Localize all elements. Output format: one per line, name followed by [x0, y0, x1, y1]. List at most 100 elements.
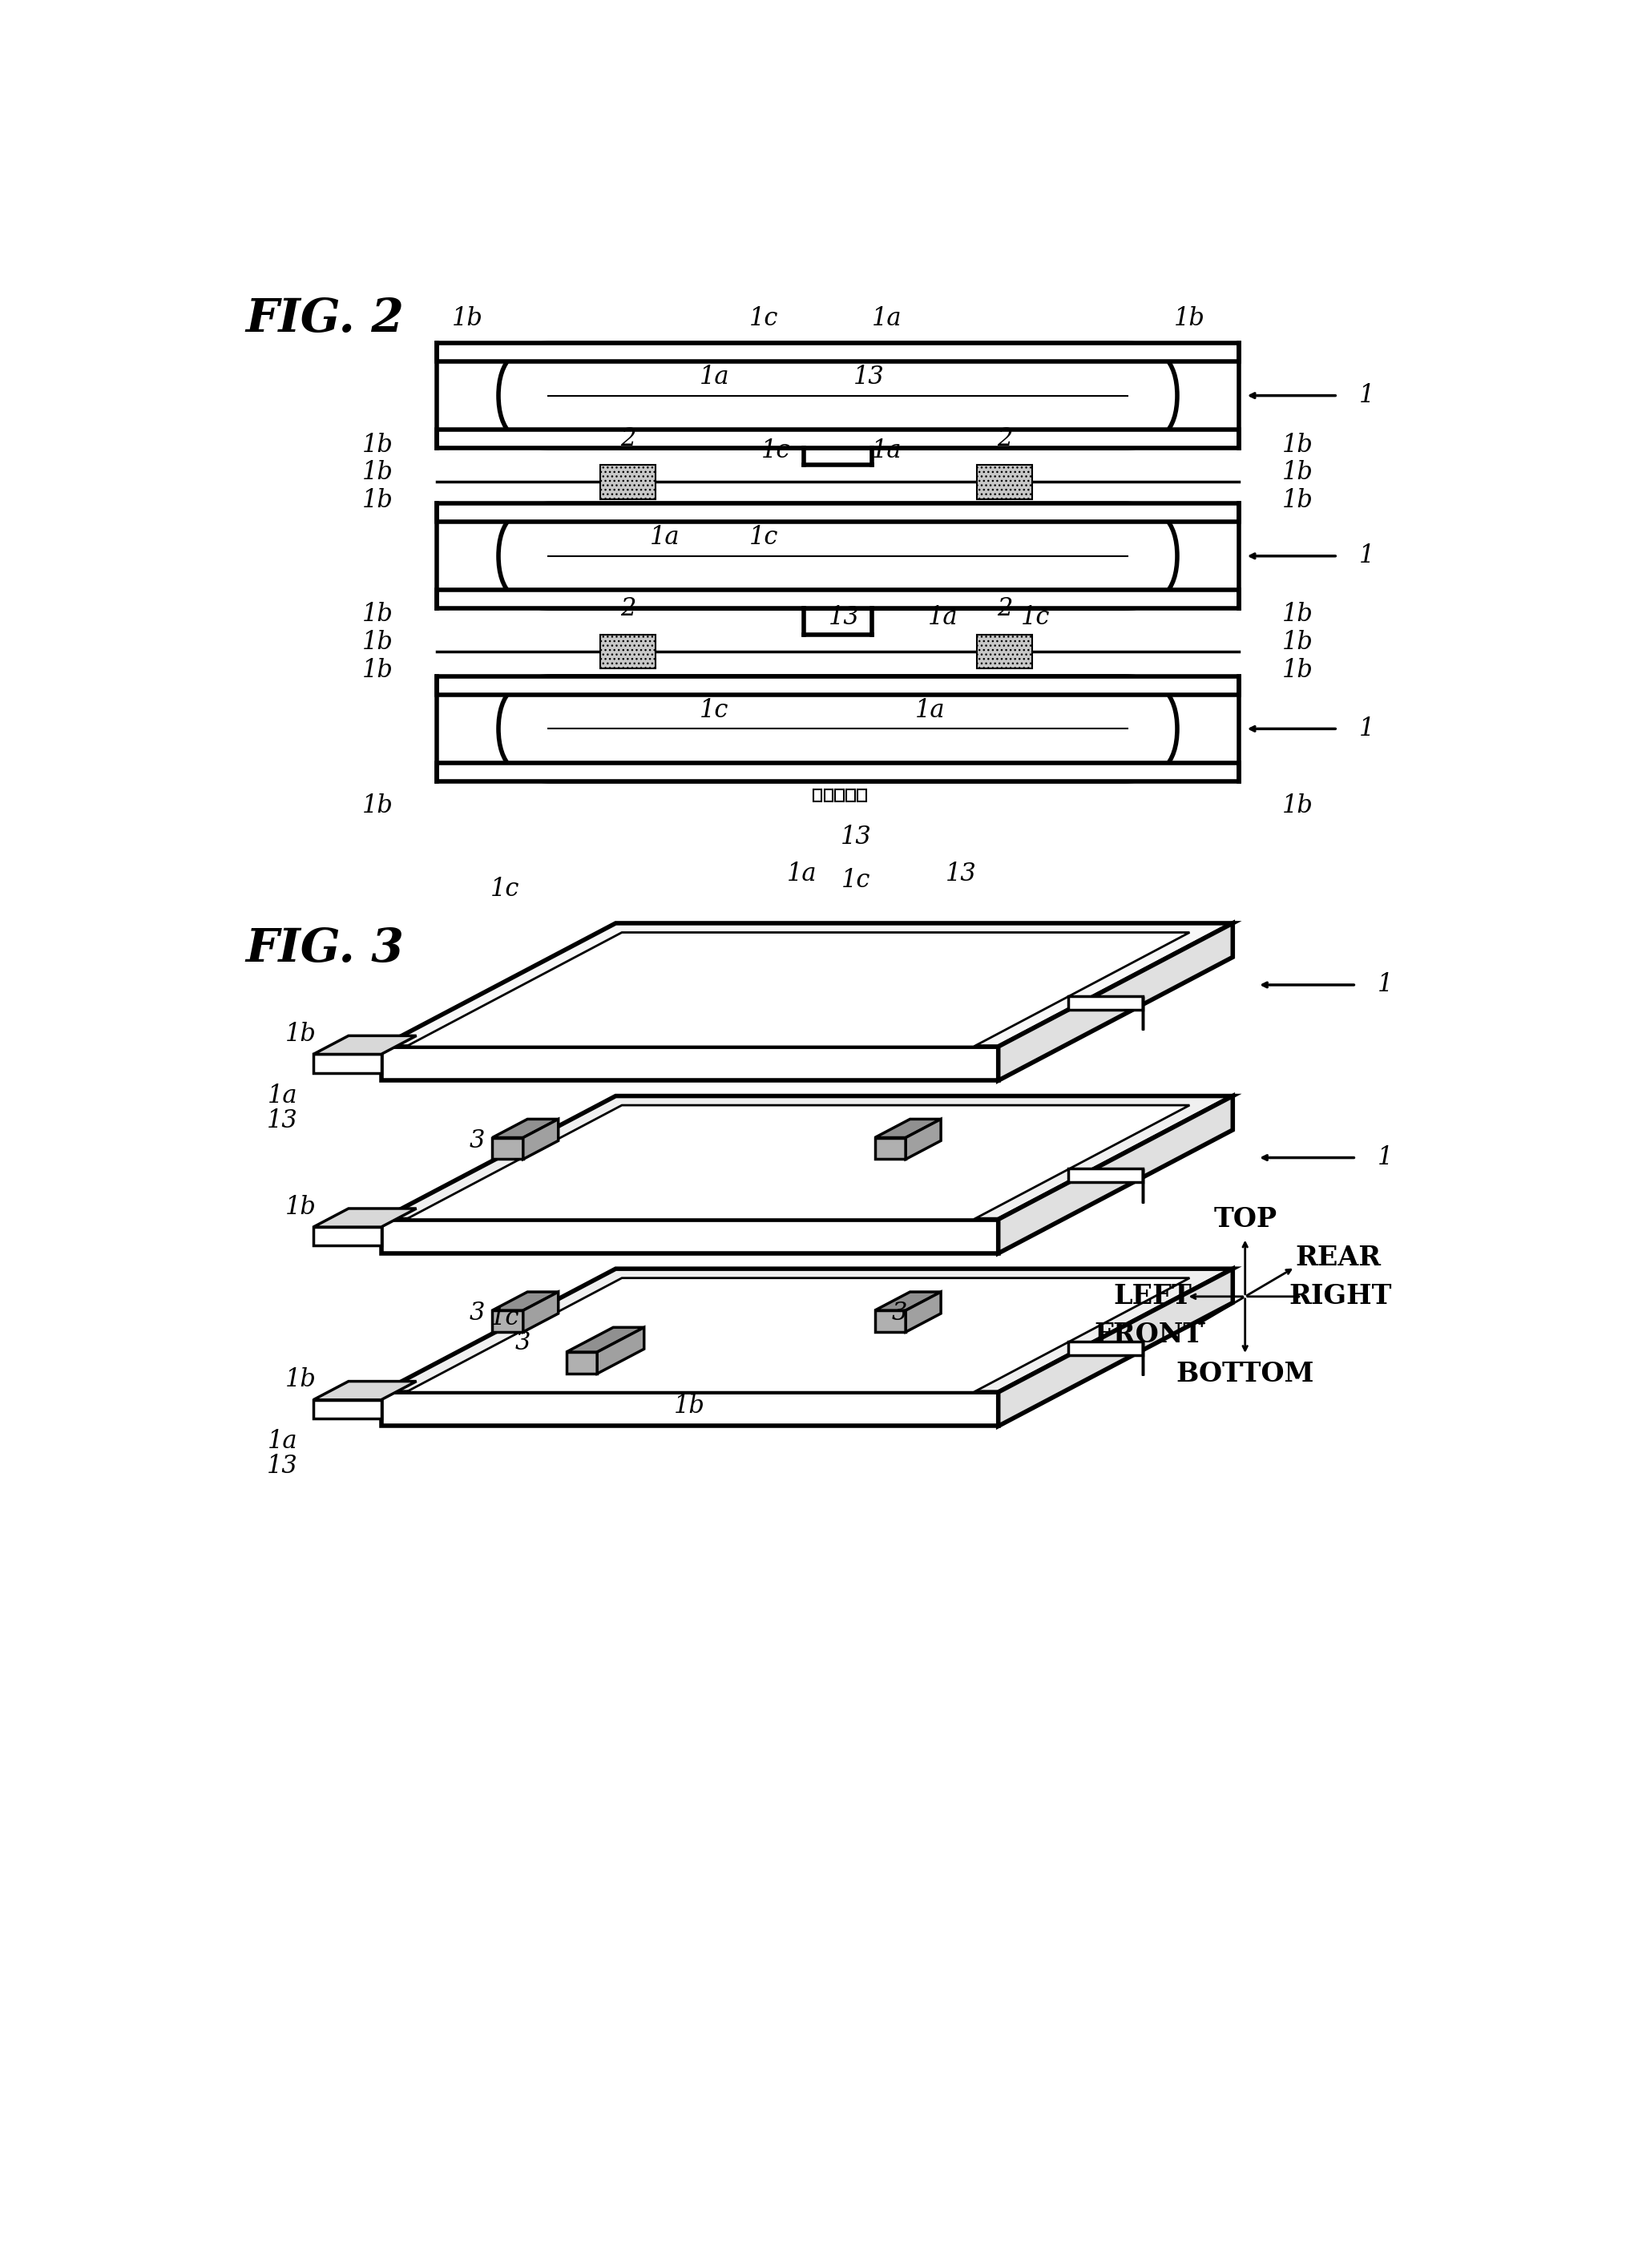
Text: 3: 3	[469, 1127, 484, 1152]
Text: 1b: 1b	[286, 1195, 317, 1220]
Text: TOP: TOP	[1212, 1207, 1276, 1232]
Bar	[436, 503, 1239, 522]
Polygon shape	[874, 1118, 941, 1139]
Bar	[975, 635, 1031, 669]
Bar	[436, 429, 1239, 449]
Polygon shape	[405, 1105, 1190, 1220]
Text: 1a: 1a	[650, 526, 680, 549]
Text: 3: 3	[891, 1127, 907, 1152]
Text: 1b: 1b	[363, 460, 394, 485]
Bar	[858, 789, 866, 801]
Text: FIG. 2: FIG. 2	[245, 297, 404, 342]
Text: 13: 13	[828, 606, 859, 631]
Polygon shape	[314, 1381, 417, 1399]
Text: 1a: 1a	[915, 699, 944, 723]
Text: FIG. 3: FIG. 3	[245, 925, 404, 971]
Polygon shape	[314, 1399, 381, 1418]
Text: 13: 13	[266, 1109, 297, 1134]
Polygon shape	[998, 923, 1232, 1080]
Polygon shape	[381, 1220, 998, 1254]
Text: 1b: 1b	[363, 794, 394, 819]
Polygon shape	[492, 1293, 559, 1311]
Text: 2: 2	[619, 596, 636, 621]
Text: 1a: 1a	[268, 1084, 297, 1109]
Text: 13: 13	[840, 823, 871, 848]
Polygon shape	[492, 1118, 559, 1139]
Polygon shape	[998, 1268, 1232, 1427]
Bar	[600, 635, 655, 669]
FancyBboxPatch shape	[498, 676, 1176, 780]
Bar	[600, 465, 655, 499]
Text: 1c: 1c	[842, 869, 871, 891]
Polygon shape	[1069, 1343, 1142, 1356]
Text: 1: 1	[1358, 383, 1374, 408]
Polygon shape	[381, 1393, 998, 1427]
Text: 13: 13	[266, 1454, 297, 1479]
Text: LEFT: LEFT	[1113, 1284, 1191, 1309]
Text: 1c: 1c	[761, 438, 791, 463]
Bar	[835, 789, 843, 801]
Polygon shape	[998, 1095, 1232, 1254]
Text: 1: 1	[1377, 1145, 1392, 1170]
Text: FRONT: FRONT	[1093, 1322, 1203, 1347]
Text: 1b: 1b	[286, 1023, 317, 1048]
Text: 1: 1	[1358, 717, 1374, 742]
Bar	[436, 342, 1239, 361]
Polygon shape	[874, 1311, 905, 1331]
Text: 3: 3	[891, 1302, 907, 1327]
Bar	[436, 676, 1239, 694]
Polygon shape	[492, 1139, 523, 1159]
Polygon shape	[523, 1293, 559, 1331]
Text: 1b: 1b	[286, 1368, 317, 1393]
Text: 13: 13	[891, 1050, 922, 1075]
Text: 1: 1	[1358, 544, 1374, 569]
Polygon shape	[874, 1139, 905, 1159]
Bar	[812, 789, 822, 801]
Polygon shape	[492, 1311, 523, 1331]
Polygon shape	[523, 1118, 559, 1159]
Text: 1a: 1a	[926, 606, 958, 631]
Polygon shape	[381, 1095, 1232, 1220]
Bar	[436, 590, 1239, 608]
Text: 1b: 1b	[1281, 658, 1312, 683]
Text: 1c: 1c	[490, 878, 520, 903]
Text: 13: 13	[853, 365, 884, 390]
Polygon shape	[405, 932, 1190, 1046]
Text: 1b: 1b	[1281, 603, 1312, 626]
Text: 1b: 1b	[453, 306, 484, 331]
Text: 1a: 1a	[699, 365, 729, 390]
Text: 1a: 1a	[757, 1052, 786, 1077]
Polygon shape	[381, 923, 1232, 1046]
Text: 1b: 1b	[363, 488, 394, 513]
Polygon shape	[565, 1327, 644, 1352]
Bar	[975, 465, 1031, 499]
Bar	[846, 789, 855, 801]
Text: 3: 3	[469, 1302, 484, 1327]
Text: 1a: 1a	[268, 1429, 297, 1454]
Text: 1c: 1c	[446, 1059, 475, 1084]
Text: 1b: 1b	[1281, 794, 1312, 819]
Text: 1a: 1a	[873, 306, 902, 331]
FancyBboxPatch shape	[498, 503, 1176, 608]
Text: RIGHT: RIGHT	[1289, 1284, 1392, 1309]
Text: 1b: 1b	[363, 658, 394, 683]
Polygon shape	[874, 1293, 941, 1311]
Polygon shape	[1069, 996, 1142, 1009]
Polygon shape	[314, 1055, 381, 1073]
Text: 1c: 1c	[1020, 606, 1049, 631]
Bar	[436, 762, 1239, 780]
Text: 1b: 1b	[1281, 460, 1312, 485]
Text: 1c: 1c	[490, 1306, 520, 1331]
Text: 1b: 1b	[363, 603, 394, 626]
Text: 1b: 1b	[673, 1048, 704, 1073]
Polygon shape	[314, 1227, 381, 1245]
Polygon shape	[905, 1293, 941, 1331]
Text: 1a: 1a	[873, 438, 902, 463]
Text: 1b: 1b	[363, 631, 394, 655]
Text: 1b: 1b	[363, 433, 394, 458]
Polygon shape	[381, 1268, 1232, 1393]
Text: REAR: REAR	[1294, 1245, 1381, 1270]
Text: 1b: 1b	[673, 1393, 704, 1418]
Text: 1c: 1c	[699, 699, 729, 723]
Text: 1a: 1a	[786, 862, 817, 887]
